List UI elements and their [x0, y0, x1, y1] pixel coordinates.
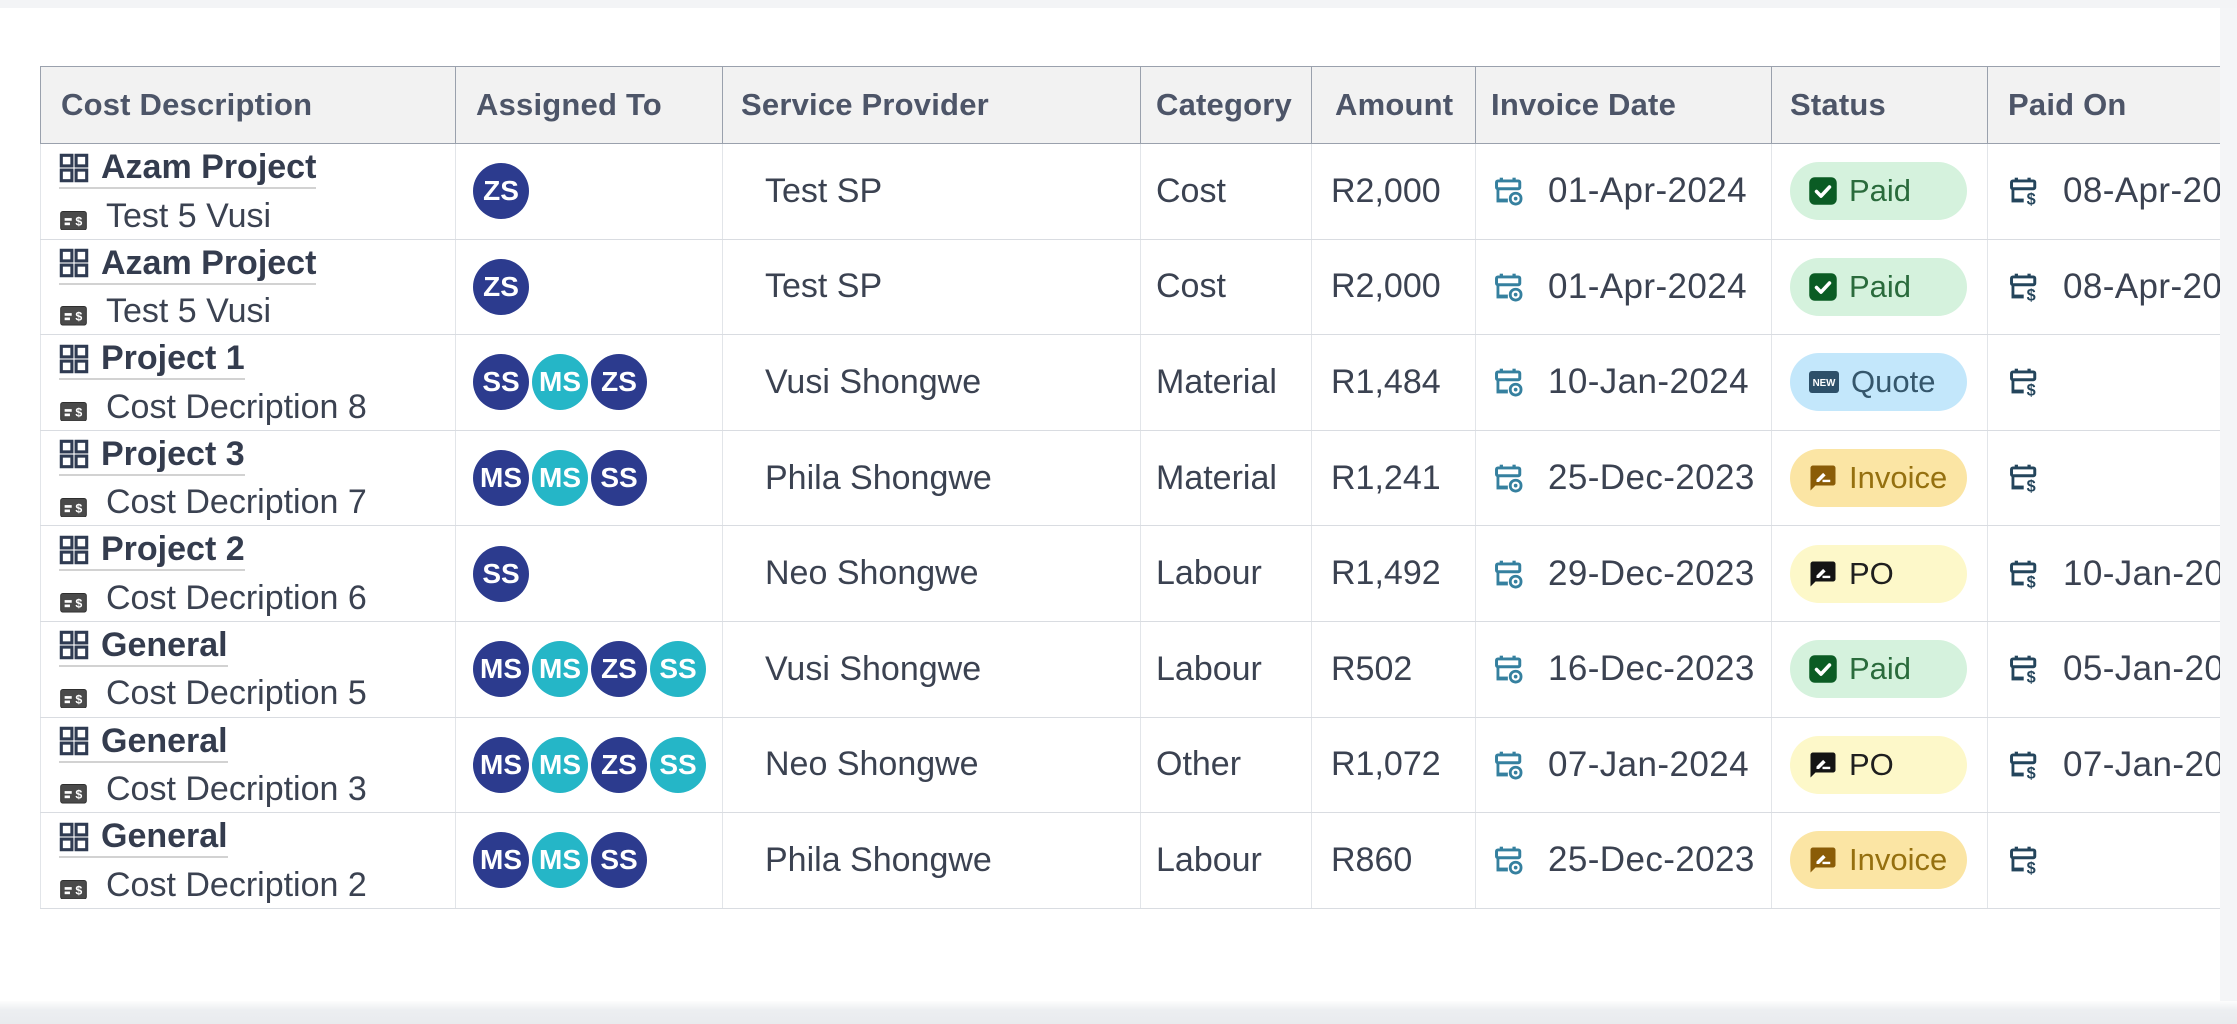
svg-text:$: $	[75, 788, 82, 802]
svg-text:NEW: NEW	[1813, 378, 1837, 389]
svg-text:$: $	[75, 597, 82, 611]
svg-text:$: $	[2027, 287, 2036, 304]
svg-text:$: $	[2027, 765, 2036, 782]
svg-text:$: $	[2027, 860, 2036, 877]
svg-text:$: $	[2027, 478, 2036, 495]
svg-text:$: $	[75, 214, 82, 228]
svg-text:$: $	[75, 884, 82, 898]
svg-text:$: $	[2027, 382, 2036, 399]
svg-text:$: $	[75, 406, 82, 420]
svg-text:$: $	[75, 501, 82, 515]
svg-text:$: $	[75, 310, 82, 324]
svg-text:$: $	[75, 692, 82, 706]
svg-text:$: $	[2027, 669, 2036, 686]
svg-text:$: $	[2027, 573, 2036, 590]
svg-text:$: $	[2027, 191, 2036, 208]
